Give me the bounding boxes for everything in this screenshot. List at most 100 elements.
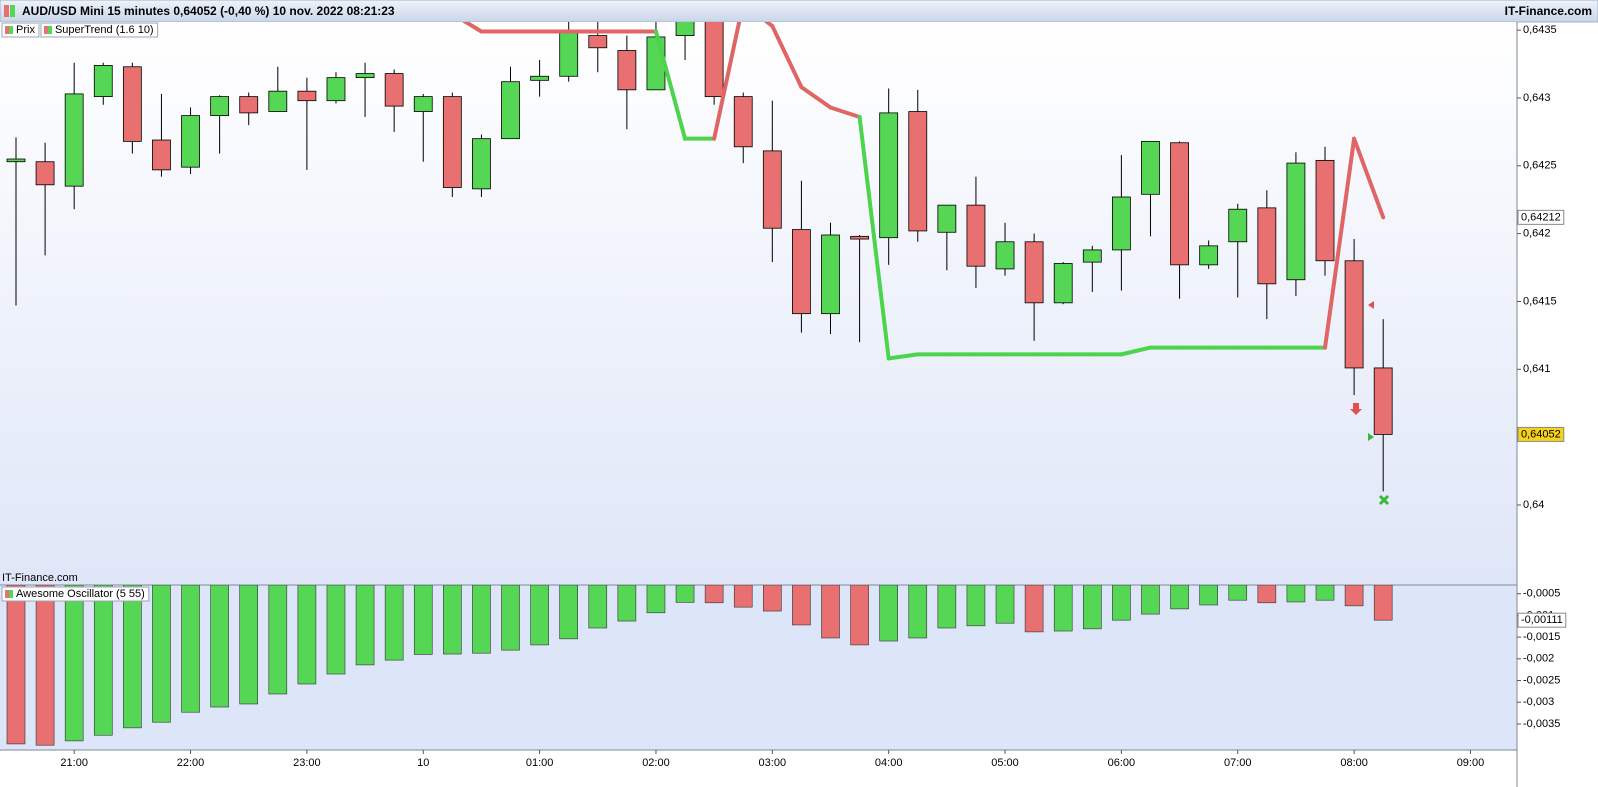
y-tick-label: -0,0015	[1523, 631, 1560, 643]
candle-body	[152, 139, 171, 171]
supertrend-segment	[763, 22, 775, 29]
ao-bar	[93, 585, 113, 736]
y-tick-label: 0,643	[1523, 92, 1551, 104]
x-tick-label: 04:00	[875, 757, 903, 769]
ao-bar	[1199, 585, 1218, 606]
legend-icon	[5, 26, 9, 34]
y-tick-label: 0,64	[1523, 499, 1544, 511]
ao-bar	[355, 585, 375, 666]
candle-body	[937, 204, 957, 233]
ao-bar	[850, 585, 869, 646]
candle-body	[1111, 196, 1131, 251]
candle-body	[762, 150, 782, 229]
candle-body	[995, 241, 1015, 270]
candle-body	[297, 90, 317, 102]
ao-bar	[35, 585, 55, 746]
supertrend-segment	[770, 24, 804, 90]
candle-body	[122, 66, 142, 142]
ao-bar	[704, 585, 724, 604]
supertrend-segment	[886, 352, 920, 361]
y-tick-label: 0,6435	[1523, 24, 1557, 36]
watermark: IT-Finance.com	[2, 572, 78, 584]
candle-body	[1315, 159, 1335, 262]
candle-body	[1199, 245, 1219, 266]
candle-body	[442, 96, 462, 188]
ao-bar	[1112, 585, 1131, 621]
ao-bar	[675, 585, 695, 603]
x-tick-label: 09:00	[1457, 757, 1485, 769]
ao-bar	[821, 585, 840, 639]
candle-body	[268, 90, 288, 112]
time-axis	[0, 750, 1517, 787]
candle-body	[93, 65, 113, 98]
candle-body	[239, 96, 259, 114]
ao-bar	[1082, 585, 1102, 630]
y-tick-label: -0,0035	[1523, 718, 1560, 730]
candle-body	[326, 77, 346, 102]
candle-body	[850, 235, 869, 240]
ao-bar	[617, 585, 637, 622]
last-value-box	[1517, 612, 1567, 628]
ao-bar	[763, 585, 782, 612]
icon	[4, 5, 9, 17]
candle-body	[1141, 140, 1160, 195]
candle-body	[908, 111, 928, 232]
x-tick-label: 02:00	[642, 757, 670, 769]
candle-body	[35, 161, 55, 186]
ao-bar	[6, 585, 26, 745]
legend-icon	[43, 26, 48, 34]
ao-bar	[297, 585, 317, 685]
legend-label: Awesome Oscillator (5 55)	[16, 588, 145, 600]
last-value-label: 0,64212	[1521, 211, 1561, 223]
ao-bar	[210, 585, 229, 708]
legend-box	[40, 22, 159, 38]
x-tick-label: 05:00	[991, 757, 1019, 769]
candle-body	[733, 96, 753, 148]
candle-body	[64, 93, 84, 187]
ao-bar	[472, 585, 491, 654]
candle-body	[1082, 249, 1102, 263]
candle-body	[1170, 142, 1189, 266]
ao-bar	[1024, 585, 1044, 633]
ao-bar	[181, 585, 200, 713]
header-title: AUD/USD Mini 15 minutes 0,64052 (-0,40 %…	[22, 4, 395, 18]
candle-body	[879, 112, 899, 239]
ao-bar	[646, 585, 666, 614]
candle-body	[355, 73, 375, 79]
ao-bar	[239, 585, 259, 705]
candle-body	[704, 22, 724, 98]
x-tick-label: 23:00	[293, 757, 321, 769]
candle-body	[588, 35, 608, 49]
candle-body	[1228, 208, 1248, 243]
candle-body	[1373, 367, 1393, 435]
ao-bar	[1373, 585, 1393, 621]
candle-body	[675, 22, 695, 36]
ao-bar	[1053, 585, 1073, 632]
ao-bar	[559, 585, 578, 640]
legend: Prix SuperTrend (1.6 10) Awesome Oscillato…	[1, 22, 159, 602]
supertrend-segment	[1352, 136, 1386, 220]
signal-marker	[1350, 403, 1362, 415]
candle-body	[472, 138, 491, 190]
ao-bar	[908, 585, 928, 639]
ao-bar	[443, 585, 462, 655]
y-tick-label: -0,002	[1523, 653, 1554, 665]
x-tick-label: 01:00	[526, 757, 554, 769]
ao-bar	[501, 585, 520, 651]
ao-bar	[1344, 585, 1364, 607]
header-brand[interactable]: IT-Finance.com	[1505, 4, 1592, 18]
supertrend-segment	[828, 105, 862, 119]
y-tick-label: 0,641	[1523, 363, 1551, 375]
y-tick-label: -0,003	[1523, 696, 1554, 708]
y-tick-label: 0,6415	[1523, 295, 1557, 307]
ao-bar	[152, 585, 171, 723]
supertrend-segment	[1323, 136, 1357, 350]
signals	[1350, 301, 1390, 506]
ao-bar	[1228, 585, 1248, 601]
ao-bar	[879, 585, 898, 642]
candle-body	[501, 81, 520, 140]
ao-bar	[268, 585, 288, 695]
candle-body	[1053, 263, 1073, 304]
ao-bar	[326, 585, 346, 675]
supertrend-segment	[857, 114, 891, 361]
